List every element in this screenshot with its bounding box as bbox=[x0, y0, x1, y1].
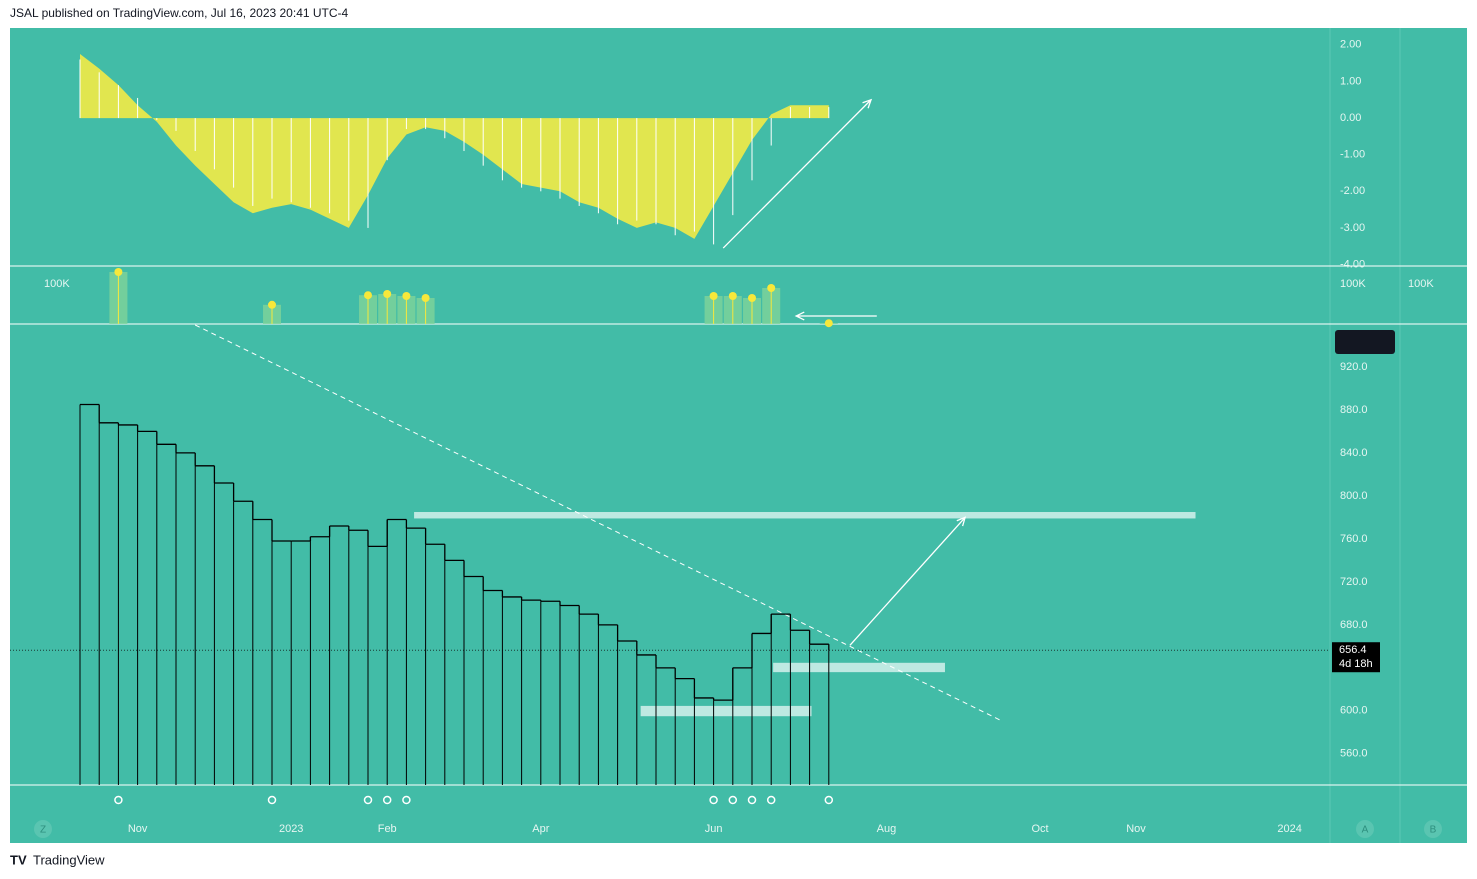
y-tick-label: 0.00 bbox=[1340, 112, 1361, 124]
signal-dot bbox=[709, 795, 718, 805]
button-label: A bbox=[1362, 825, 1369, 836]
button-label: B bbox=[1430, 825, 1437, 836]
y-tick-label: 2.00 bbox=[1340, 39, 1361, 51]
button[interactable] bbox=[1356, 820, 1374, 838]
button[interactable] bbox=[34, 820, 52, 838]
y-tick-label: 680.0 bbox=[1340, 619, 1368, 631]
x-tick-label: Nov bbox=[1126, 823, 1146, 835]
y-tick-label: 880.0 bbox=[1340, 404, 1368, 416]
y-tick-label: -4.00 bbox=[1340, 258, 1365, 270]
y-tick-label: -2.00 bbox=[1340, 185, 1365, 197]
signal-dot bbox=[824, 795, 834, 805]
volume-dot bbox=[728, 292, 737, 300]
y-tick-label: 840.0 bbox=[1340, 447, 1368, 459]
y-tick-label: 720.0 bbox=[1340, 576, 1368, 588]
volume-dot bbox=[709, 292, 718, 300]
volume-dot bbox=[421, 294, 430, 302]
y-tick-label: 1.00 bbox=[1340, 75, 1361, 87]
zone bbox=[640, 705, 812, 717]
x-tick-label: Oct bbox=[1031, 823, 1048, 835]
volume-dot bbox=[767, 284, 776, 292]
y-tick-label: 100K bbox=[1340, 278, 1366, 290]
area bbox=[80, 53, 829, 239]
header: JSAL published on TradingView.com, Jul 1… bbox=[10, 6, 349, 20]
y-tick-label: 800.0 bbox=[1340, 490, 1368, 502]
button[interactable] bbox=[1424, 820, 1442, 838]
volume-dot bbox=[402, 292, 411, 300]
volume-dot bbox=[824, 319, 833, 328]
x-tick-label: Feb bbox=[378, 823, 397, 835]
signal-dot bbox=[402, 795, 411, 805]
logo: TV bbox=[10, 852, 27, 867]
signal-dot bbox=[267, 795, 277, 805]
volume-dot bbox=[268, 300, 277, 309]
signal-dot bbox=[747, 795, 757, 805]
arrow bbox=[794, 311, 877, 321]
x-tick-label: 2023 bbox=[279, 823, 303, 835]
volume-dot bbox=[364, 291, 373, 300]
y-tick-label: -3.00 bbox=[1340, 222, 1365, 234]
last-price-box bbox=[1332, 642, 1380, 673]
arrow bbox=[849, 516, 967, 646]
signal-dot bbox=[382, 795, 392, 805]
signal-dot bbox=[766, 795, 776, 805]
signal-dot bbox=[363, 795, 373, 805]
arrow bbox=[722, 98, 873, 249]
y-tick-label: 600.0 bbox=[1340, 705, 1368, 717]
y-tick-label: 100K bbox=[44, 278, 70, 290]
countdown: 4d 18h bbox=[1339, 658, 1373, 670]
footer: TradingView bbox=[33, 852, 105, 867]
zone bbox=[414, 512, 1196, 519]
x-tick-label: Apr bbox=[532, 823, 549, 835]
signal-dot bbox=[728, 795, 738, 805]
y-tick-label: -1.00 bbox=[1340, 149, 1365, 161]
last-price-label: 656.4 bbox=[1339, 644, 1367, 656]
y-tick-label: 560.0 bbox=[1340, 748, 1368, 760]
volume-dot bbox=[383, 290, 392, 298]
signal-dot bbox=[114, 795, 123, 805]
x-tick-label: Jun bbox=[705, 823, 723, 835]
volume-dot bbox=[114, 268, 123, 276]
y-tick-label: 100K bbox=[1408, 278, 1434, 290]
x-tick-label: 2024 bbox=[1277, 823, 1301, 835]
x-tick-label: Aug bbox=[877, 823, 897, 835]
x-tick-label: Nov bbox=[128, 823, 148, 835]
y-tick-label: 920.0 bbox=[1340, 361, 1368, 373]
zone bbox=[773, 662, 945, 673]
volume-dot bbox=[748, 294, 757, 302]
price-badge bbox=[1335, 330, 1395, 354]
y-tick-label: 760.0 bbox=[1340, 533, 1368, 545]
button-label: Z bbox=[40, 825, 46, 836]
